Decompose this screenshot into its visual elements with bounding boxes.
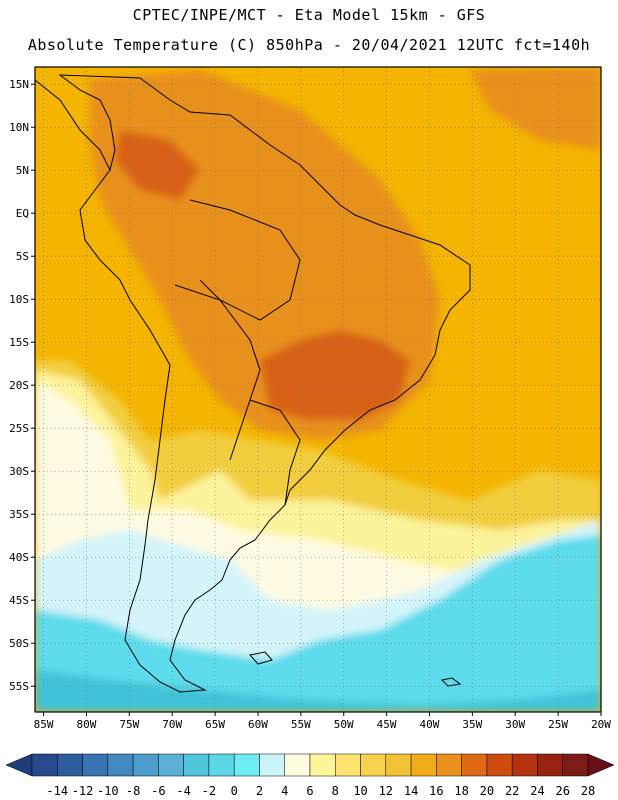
colorbar-label: 28 bbox=[581, 784, 595, 798]
colorbar-label: 20 bbox=[480, 784, 494, 798]
colorbar-label: -8 bbox=[126, 784, 140, 798]
border-andes bbox=[174, 284, 261, 461]
colorbar-swatch bbox=[410, 753, 437, 777]
colorbar-label: -10 bbox=[97, 784, 119, 798]
colorbar-swatch bbox=[335, 753, 361, 777]
lat-tick-label: 5N bbox=[16, 164, 29, 177]
title-line-1: CPTEC/INPE/MCT - Eta Model 15km - GFS bbox=[132, 6, 486, 24]
colorbar-label: 0 bbox=[231, 784, 238, 798]
lat-tick-label: 40S bbox=[9, 551, 29, 564]
colorbar-label: 22 bbox=[505, 784, 519, 798]
lat-tick-label: 25S bbox=[9, 422, 29, 435]
colorbar-swatch bbox=[233, 753, 260, 777]
colorbar-label: 2 bbox=[256, 784, 263, 798]
lat-tick-label: EQ bbox=[16, 207, 29, 220]
lon-tick-label: 55W bbox=[291, 718, 311, 731]
colorbar-label: 8 bbox=[332, 784, 339, 798]
colorbar-label: -2 bbox=[202, 784, 216, 798]
lon-tick-label: 50W bbox=[334, 718, 354, 731]
coastlines bbox=[35, 74, 471, 693]
south-georgia bbox=[440, 677, 462, 687]
colorbar-swatch bbox=[309, 753, 336, 777]
field-teal bbox=[35, 670, 601, 712]
lat-tick-label: 15S bbox=[9, 336, 29, 349]
colorbar-swatch bbox=[385, 753, 412, 777]
south-america-coast bbox=[58, 74, 471, 693]
lon-tick-label: 70W bbox=[162, 718, 182, 731]
colorbar-low-cap bbox=[5, 753, 33, 777]
colorbar-label: 14 bbox=[404, 784, 418, 798]
map-frame bbox=[34, 66, 602, 713]
colorbar-swatch bbox=[511, 753, 538, 777]
colorbar-swatch bbox=[284, 753, 311, 777]
colorbar-swatch bbox=[562, 753, 589, 777]
lat-tick-label: 55S bbox=[9, 680, 29, 693]
lat-tick-label: 50S bbox=[9, 637, 29, 650]
lon-tick-label: 60W bbox=[248, 718, 268, 731]
colorbar-swatch bbox=[436, 753, 462, 777]
lon-tick-label: 85W bbox=[34, 718, 54, 731]
colorbar-swatch bbox=[486, 753, 513, 777]
colorbar-swatch bbox=[537, 753, 563, 777]
colorbar-swatch bbox=[208, 753, 235, 777]
colorbar-swatch bbox=[57, 753, 83, 777]
field-warmer-caribbean bbox=[470, 67, 601, 150]
colorbar-swatch bbox=[360, 753, 387, 777]
colorbar-high-cap bbox=[587, 753, 615, 777]
colorbar-swatch bbox=[183, 753, 210, 777]
colorbar-swatch bbox=[461, 753, 488, 777]
lon-tick-label: 35W bbox=[462, 718, 482, 731]
lat-tick-label: 30S bbox=[9, 465, 29, 478]
colorbar-label: 24 bbox=[530, 784, 544, 798]
temperature-field bbox=[35, 67, 601, 712]
lat-tick-label: 45S bbox=[9, 594, 29, 607]
border-brazil bbox=[189, 199, 301, 321]
lat-tick-label: 20S bbox=[9, 379, 29, 392]
lat-tick-label: 5S bbox=[16, 250, 29, 263]
colorbar-label: 6 bbox=[306, 784, 313, 798]
lat-tick-label: 35S bbox=[9, 508, 29, 521]
lon-tick-label: 40W bbox=[420, 718, 440, 731]
colorbar-label: 4 bbox=[281, 784, 288, 798]
colorbar-swatch bbox=[31, 753, 58, 777]
colorbar-swatch bbox=[158, 753, 184, 777]
colorbar-swatch bbox=[132, 753, 159, 777]
colorbar-label: 10 bbox=[353, 784, 367, 798]
colorbar-swatch bbox=[107, 753, 134, 777]
colorbar-swatch bbox=[82, 753, 109, 777]
lat-tick-label: 10N bbox=[9, 121, 29, 134]
colorbar-label: 18 bbox=[454, 784, 468, 798]
lon-tick-label: 30W bbox=[505, 718, 525, 731]
colorbar-label: -4 bbox=[176, 784, 190, 798]
lon-tick-label: 65W bbox=[205, 718, 225, 731]
colorbar-label: 12 bbox=[379, 784, 393, 798]
lon-tick-label: 75W bbox=[119, 718, 139, 731]
colorbar-label: 26 bbox=[556, 784, 570, 798]
colorbar-label: -14 bbox=[46, 784, 68, 798]
lat-tick-label: 15N bbox=[9, 78, 29, 91]
border-argentina bbox=[249, 399, 301, 506]
latitude-axis: 15N 10N 5N EQ 5S 10S 15S 20S 25S 30S 35S 40S 45S 50S 5… bbox=[9, 78, 35, 693]
colorbar-label: 16 bbox=[429, 784, 443, 798]
lon-tick-label: 25W bbox=[548, 718, 568, 731]
colorbar-swatch bbox=[259, 753, 285, 777]
lon-tick-label: 20W bbox=[591, 718, 611, 731]
field-hottest-north bbox=[115, 130, 200, 200]
lon-tick-label: 45W bbox=[377, 718, 397, 731]
field-hottest-brazil bbox=[260, 330, 410, 420]
title-line-2: Absolute Temperature (C) 850hPa - 20/04/… bbox=[27, 36, 591, 54]
lat-tick-label: 10S bbox=[9, 293, 29, 306]
field-cyan bbox=[35, 535, 601, 712]
lon-tick-label: 80W bbox=[77, 718, 97, 731]
central-america-coast bbox=[35, 79, 111, 171]
colorbar-label: -6 bbox=[151, 784, 165, 798]
longitude-axis: 85W 80W 75W 70W 65W 60W 55W 50W 45W 40W 35W 30W 25W 2… bbox=[34, 712, 611, 731]
falklands bbox=[249, 651, 273, 665]
colorbar-label: -12 bbox=[72, 784, 94, 798]
colorbar: -14 -12 -10 -8 -6 -4 -2 0 2 4 6 8 10 12 14 16 18 20 22 24 26… bbox=[5, 753, 615, 798]
